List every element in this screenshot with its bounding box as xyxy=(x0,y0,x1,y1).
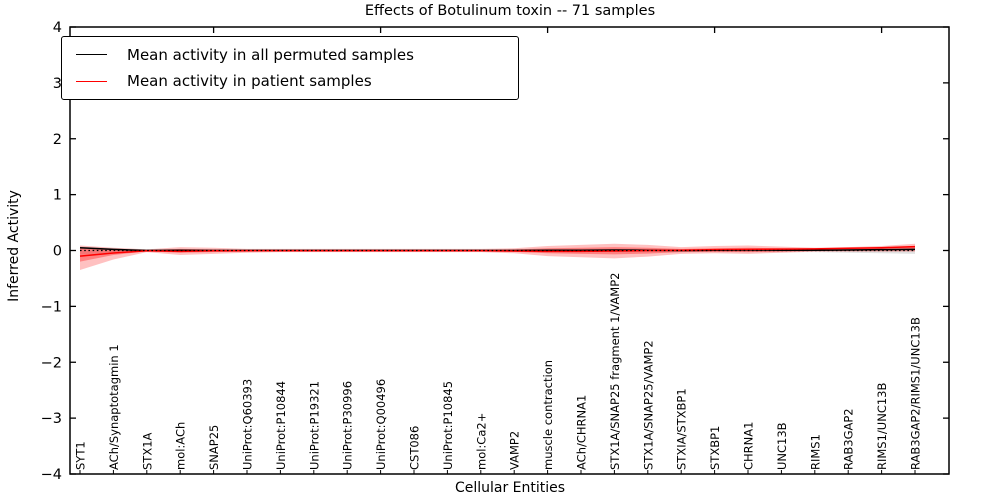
x-category-label: CST086 xyxy=(408,426,422,470)
x-category-label: UNC13B xyxy=(775,422,789,470)
x-category-label: UniProt:Q00496 xyxy=(374,379,388,470)
y-tick-label: −2 xyxy=(41,355,62,371)
x-category-label: SYT1 xyxy=(74,441,88,470)
x-category-label: STX1A/SNAP25 fragment 1/VAMP2 xyxy=(608,273,622,470)
y-tick-label: 3 xyxy=(53,76,62,92)
x-category-label: STXIA/STXBP1 xyxy=(675,388,689,470)
x-category-label: RAB3GAP2 xyxy=(842,408,856,470)
chart-title: Effects of Botulinum toxin -- 71 samples xyxy=(364,3,656,19)
x-category-label: STX1A/SNAP25/VAMP2 xyxy=(641,340,655,470)
x-category-label: muscle contraction xyxy=(541,360,555,470)
legend-item-patient: Mean activity in patient samples xyxy=(62,72,518,90)
x-category-label: STX1A xyxy=(140,432,154,470)
legend-item-label: Mean activity in patient samples xyxy=(127,72,372,91)
x-category-label: STXBP1 xyxy=(708,426,722,470)
x-category-label: RAB3GAP2/RIMS1/UNC13B xyxy=(909,317,923,470)
x-category-label: VAMP2 xyxy=(508,431,522,470)
y-tick-label: −1 xyxy=(41,299,62,315)
x-category-label: UniProt:P10845 xyxy=(441,381,455,470)
patient-outer-band xyxy=(80,243,915,271)
x-category-label: UniProt:Q60393 xyxy=(241,379,255,470)
x-category-label: RIMS1 xyxy=(808,434,822,470)
y-tick-label: −4 xyxy=(41,467,62,483)
x-category-label: ACh/Synaptotagmin 1 xyxy=(107,344,121,470)
x-category-label: UniProt:P30996 xyxy=(341,381,355,470)
permuted-line-swatch xyxy=(76,54,107,56)
legend: Mean activity in all permuted samples Me… xyxy=(61,36,519,100)
x-axis-label: Cellular Entities xyxy=(454,480,566,496)
x-category-label: UniProt:P19321 xyxy=(307,381,321,470)
y-tick-label: −3 xyxy=(41,411,62,427)
y-tick-label: 0 xyxy=(53,244,62,260)
x-category-label: CHRNA1 xyxy=(742,422,756,470)
y-tick-label: 4 xyxy=(53,20,62,36)
legend-item-label: Mean activity in all permuted samples xyxy=(127,45,414,64)
y-tick-label: 1 xyxy=(53,188,62,204)
x-category-label: UniProt:P10844 xyxy=(274,381,288,470)
x-category-label: RIMS1/UNC13B xyxy=(875,383,889,470)
legend-item-permuted: Mean activity in all permuted samples xyxy=(62,46,518,64)
x-category-label: mol:ACh xyxy=(174,422,188,470)
x-category-label: SNAP25 xyxy=(207,425,221,470)
x-category-label: ACh/CHRNA1 xyxy=(575,395,589,470)
x-category-label: mol:Ca2+ xyxy=(474,413,488,470)
y-tick-label: 2 xyxy=(53,132,62,148)
patient-line-swatch xyxy=(76,80,107,82)
